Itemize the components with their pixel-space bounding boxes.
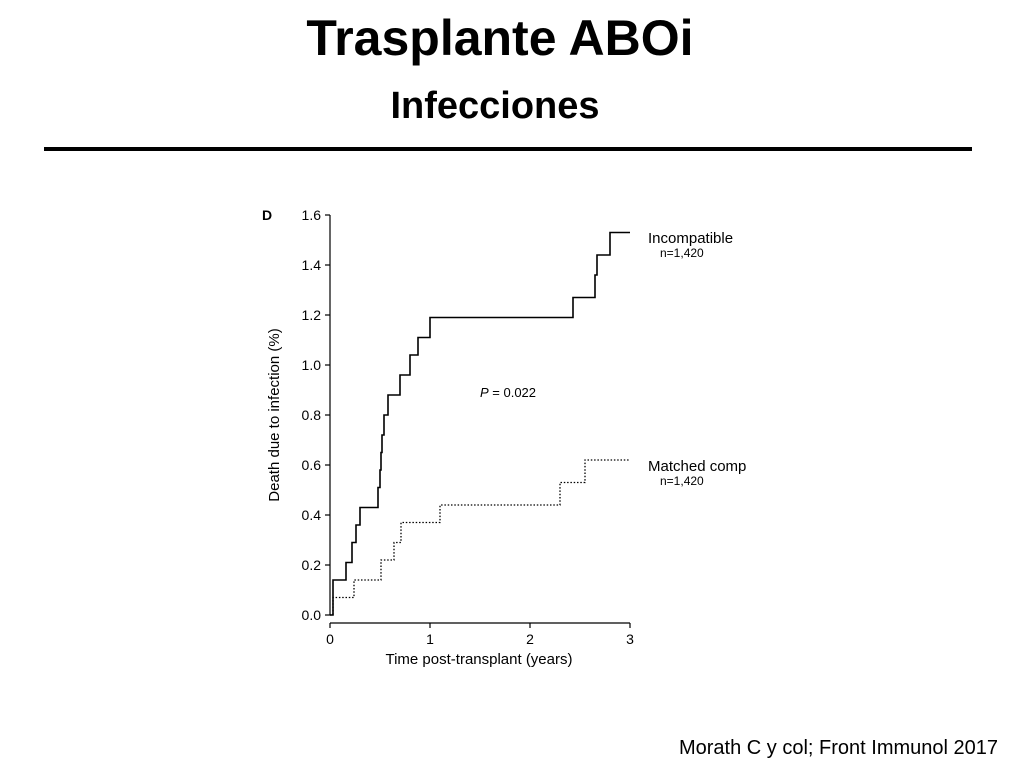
- y-tick-label: 1.0: [302, 357, 322, 373]
- x-tick-label: 2: [526, 631, 534, 647]
- series-line-incompatible: [330, 231, 630, 616]
- panel-label: D: [262, 207, 272, 223]
- series-line-matched-comp: [330, 459, 630, 616]
- y-tick-label: 0.0: [302, 607, 322, 623]
- chart-container: D 0.0 0.2 0.4 0.6 0.8 1.0 1.2 1.4 1.6 0 1 2 3 Death…: [250, 195, 790, 675]
- slide-subtitle: Infecciones: [390, 85, 600, 127]
- x-tick-label: 3: [626, 631, 634, 647]
- x-axis-label: Time post-transplant (years): [385, 651, 572, 668]
- y-axis-label: Death due to infection (%): [266, 328, 283, 501]
- infection-death-chart: D 0.0 0.2 0.4 0.6 0.8 1.0 1.2 1.4 1.6 0 1 2 3 Death…: [262, 207, 746, 668]
- y-tick-label: 0.4: [302, 507, 322, 523]
- y-tick-label: 0.2: [302, 557, 322, 573]
- x-tick-label: 0: [326, 631, 334, 647]
- y-tick-label: 1.2: [302, 307, 322, 323]
- y-tick-label: 0.6: [302, 457, 322, 473]
- y-tick-label: 1.6: [302, 207, 322, 223]
- slide-title: Trasplante ABOi: [306, 10, 694, 66]
- y-tick-label: 1.4: [302, 257, 322, 273]
- title-divider: [44, 147, 972, 151]
- legend-matched-name: Matched comp: [648, 458, 746, 475]
- x-tick-label: 1: [426, 631, 434, 647]
- p-value-annotation: P = 0.022: [480, 385, 536, 400]
- legend-incompatible-name: Incompatible: [648, 230, 733, 247]
- legend-matched-n: n=1,420: [660, 474, 704, 488]
- y-tick-label: 0.8: [302, 407, 322, 423]
- legend-incompatible-n: n=1,420: [660, 246, 704, 260]
- citation: Morath C y col; Front Immunol 2017: [678, 737, 998, 759]
